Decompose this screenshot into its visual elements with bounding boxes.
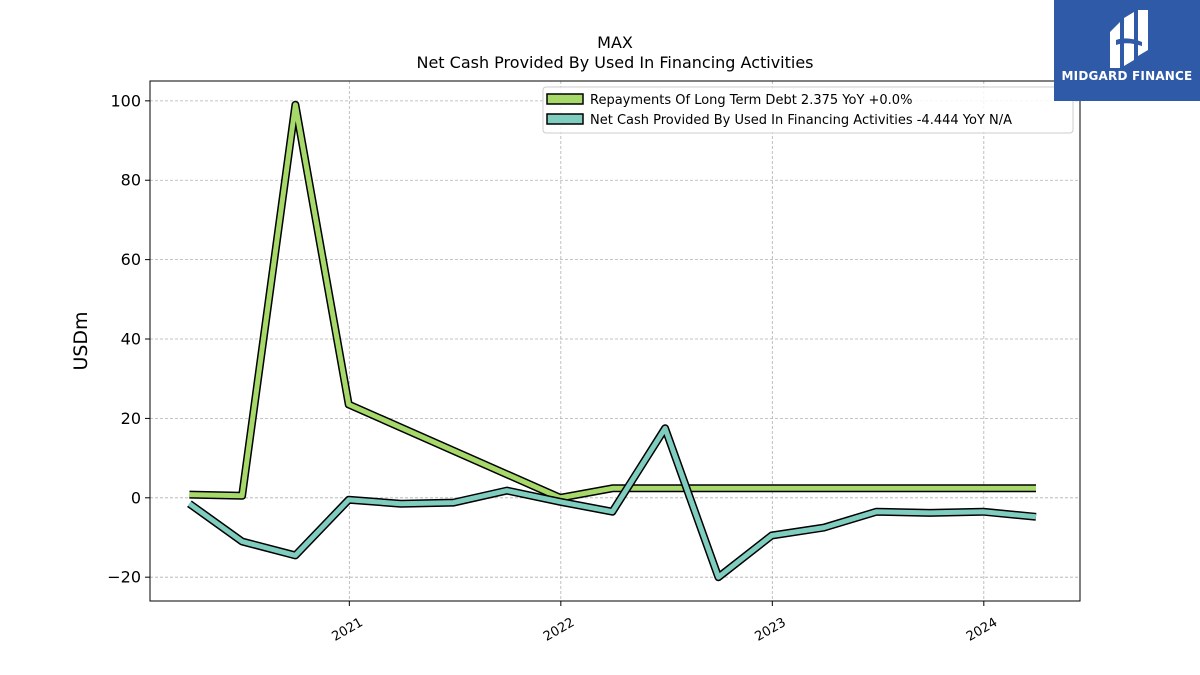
logo-mark-icon [1110,10,1148,68]
y-tick-label: 80 [121,171,141,190]
series-line-outline [187,424,1037,582]
y-tick-label: 40 [121,330,141,349]
x-tick-label: 2023 [752,615,788,645]
chart-title: MAX [597,33,633,52]
y-tick-label: 60 [121,250,141,269]
chart-subtitle: Net Cash Provided By Used In Financing A… [416,53,813,72]
series-line-stroke [187,425,1037,580]
x-tick-label: 2021 [329,615,365,645]
series-line-stroke [189,102,1036,501]
series-line [189,100,1036,502]
series-layer [187,100,1037,582]
legend-swatch [546,93,584,105]
y-tick-label: 100 [110,91,141,110]
plot-frame [149,80,1081,602]
series-line-outline [189,100,1036,502]
series-line [187,424,1037,582]
y-axis-label: USDm [70,311,92,370]
y-tick-label: 20 [121,409,141,428]
legend-swatch [546,113,584,125]
y-tick-label: −20 [107,568,141,587]
legend-entry: Repayments Of Long Term Debt 2.375 YoY +… [590,93,912,108]
legend-box [542,86,1074,134]
x-tick-label: 2022 [541,615,577,645]
axes: −20 0 20 40 60 80 100 2021 2022 2023 2024 [107,91,1000,644]
y-tick-label: 0 [131,488,141,507]
x-tick-label: 2024 [964,615,1000,645]
legend: Repayments Of Long Term Debt 2.375 YoY +… [542,86,1074,134]
logo: MIDGARD FINANCE [1054,0,1200,101]
legend-entry: Net Cash Provided By Used In Financing A… [590,113,1012,128]
logo-text: MIDGARD FINANCE [1061,69,1193,83]
